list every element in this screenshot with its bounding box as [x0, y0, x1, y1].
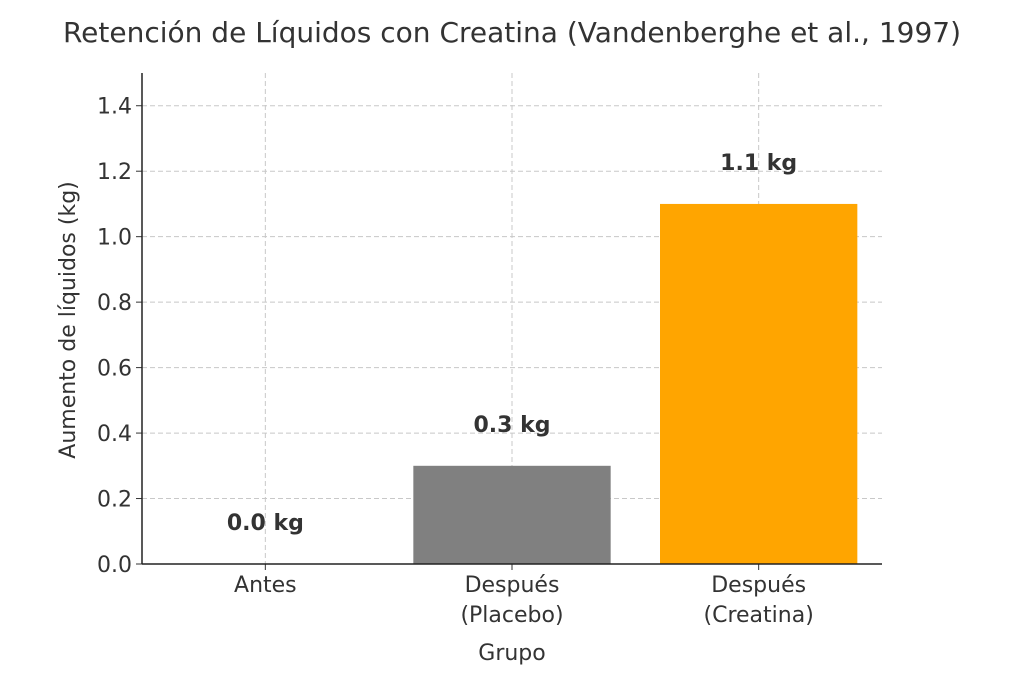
x-tick-label: Antes: [234, 573, 297, 598]
y-tick-label: 1.4: [97, 95, 132, 120]
y-tick-label: 0.6: [97, 357, 132, 382]
value-label: 0.0 kg: [227, 511, 304, 536]
value-label: 1.1 kg: [720, 151, 797, 176]
y-tick-label: 0.2: [97, 488, 132, 513]
y-axis-label: Aumento de líquidos (kg): [56, 181, 81, 458]
y-tick-label: 0.4: [97, 422, 132, 447]
y-tick-label: 0.0: [97, 553, 132, 578]
y-tick-label: 0.8: [97, 291, 132, 316]
x-tick-label: Después (Creatina): [704, 573, 814, 628]
bar: [660, 203, 858, 564]
chart-title: Retención de Líquidos con Creatina (Vand…: [63, 16, 961, 49]
x-axis-label: Grupo: [478, 641, 545, 666]
x-tick-label: Después (Placebo): [460, 573, 563, 628]
value-label: 0.3 kg: [473, 413, 550, 438]
y-tick-label: 1.2: [97, 160, 132, 185]
bar: [413, 465, 611, 564]
y-tick-label: 1.0: [97, 226, 132, 251]
